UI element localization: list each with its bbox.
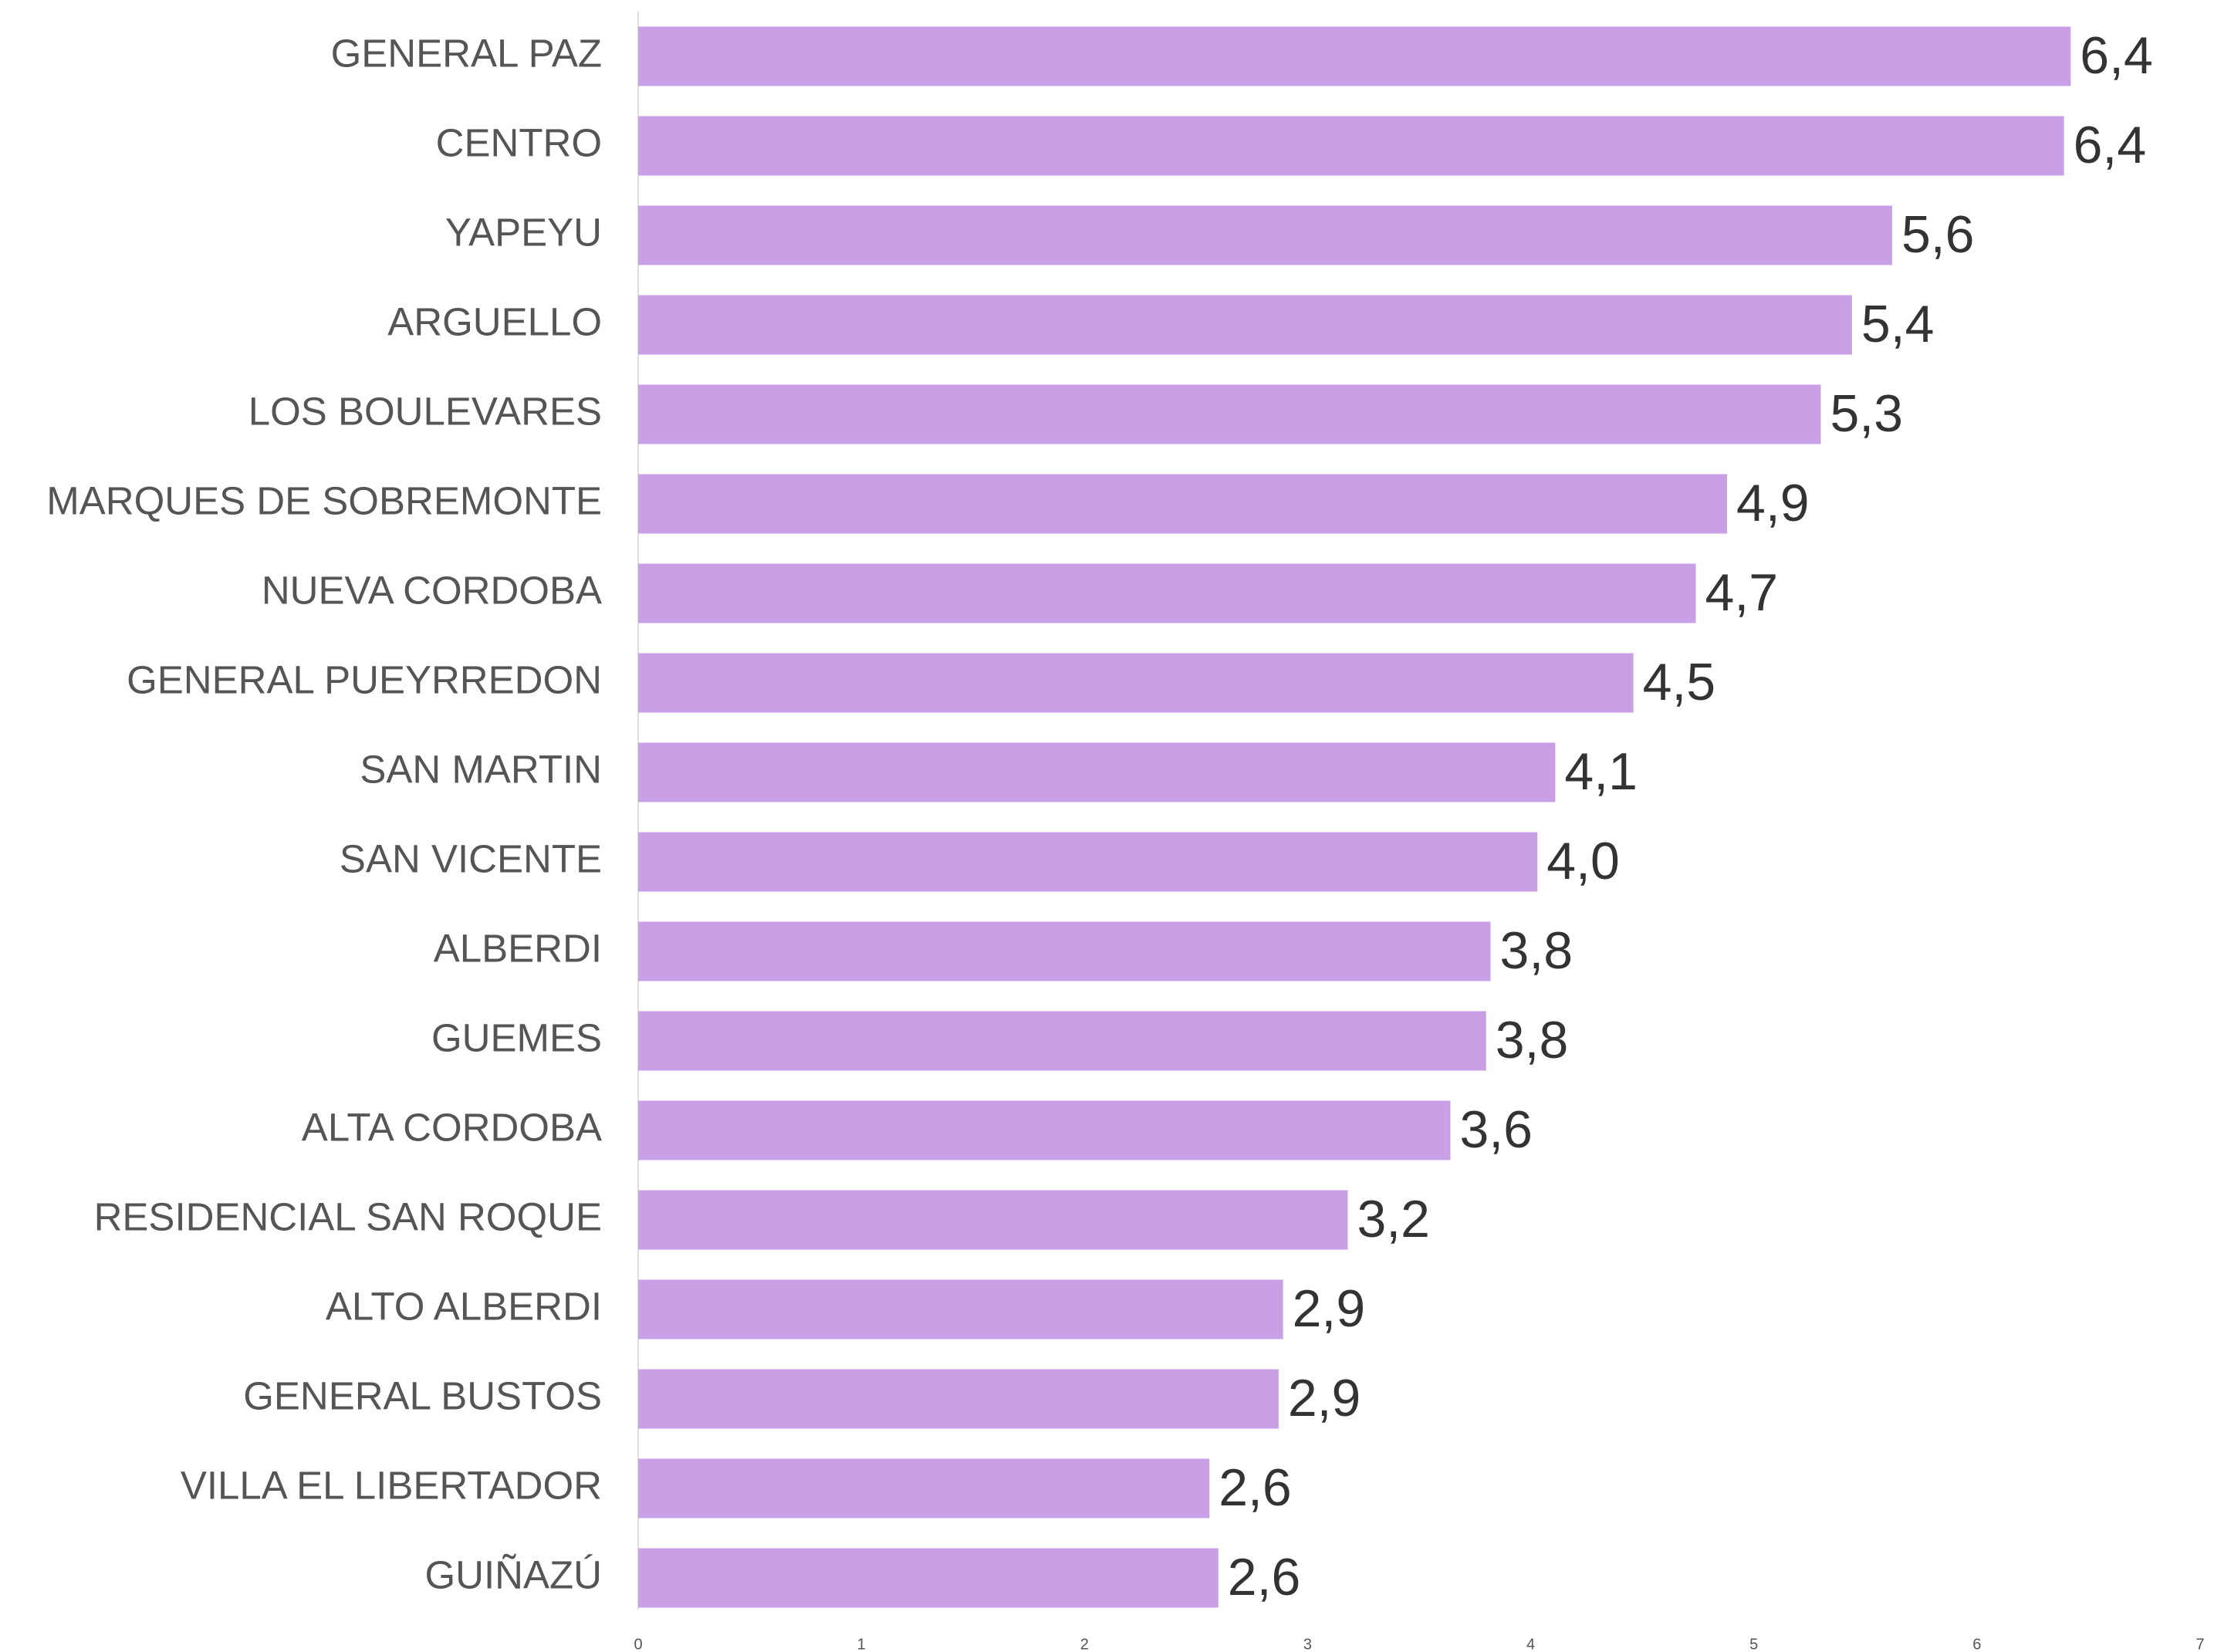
bar [638, 384, 1821, 444]
y-tick-label: SAN VICENTE [340, 836, 602, 880]
value-label: 4,5 [1643, 653, 1716, 711]
bar [638, 832, 1538, 892]
y-tick-label: SAN MARTIN [360, 747, 602, 791]
bar [638, 563, 1696, 623]
bar [638, 205, 1892, 265]
value-label: 3,2 [1357, 1190, 1430, 1248]
x-tick-label: 0 [634, 1636, 642, 1652]
x-tick-label: 1 [857, 1636, 866, 1652]
value-label: 4,7 [1705, 563, 1779, 622]
y-tick-label: NUEVA CORDOBA [262, 568, 602, 612]
value-label: 6,4 [2080, 26, 2153, 85]
value-label: 2,6 [1228, 1548, 1301, 1606]
x-tick-label: 2 [1080, 1636, 1089, 1652]
bar [638, 1190, 1348, 1250]
bar [638, 26, 2071, 86]
bar [638, 921, 1491, 981]
bar [638, 474, 1728, 534]
value-label: 5,6 [1901, 205, 1975, 264]
y-tick-label: GUEMES [431, 1015, 602, 1059]
bar [638, 1011, 1486, 1071]
y-tick-label: ALTO ALBERDI [326, 1284, 602, 1328]
value-label: 5,3 [1830, 384, 1903, 443]
y-tick-label: RESIDENCIAL SAN ROQUE [94, 1194, 602, 1238]
value-label: 2,6 [1219, 1458, 1292, 1517]
bar [638, 295, 1852, 355]
value-label: 4,1 [1564, 742, 1638, 801]
bar [638, 1548, 1219, 1608]
y-tick-label: VILLA EL LIBERTADOR [181, 1463, 602, 1507]
bar [638, 1279, 1283, 1340]
y-tick-label: ALBERDI [434, 926, 602, 970]
bar [638, 116, 2064, 176]
x-tick-label: 3 [1303, 1636, 1312, 1652]
bar [638, 1100, 1451, 1160]
y-tick-label: YAPEYU [445, 210, 602, 254]
y-tick-label: MARQUES DE SOBREMONTE [46, 478, 602, 522]
value-label: 2,9 [1288, 1369, 1361, 1427]
value-label: 4,9 [1736, 474, 1810, 532]
value-label: 3,8 [1496, 1011, 1569, 1069]
value-label: 5,4 [1861, 295, 1935, 353]
value-label: 4,0 [1546, 832, 1620, 890]
y-tick-label: GENERAL BUSTOS [243, 1373, 602, 1417]
value-label: 2,9 [1293, 1279, 1366, 1338]
bar [638, 653, 1634, 713]
y-tick-label: ALTA CORDOBA [302, 1105, 602, 1149]
value-label: 3,8 [1500, 921, 1573, 980]
y-tick-label: ARGUELLO [387, 299, 602, 343]
x-tick-label: 6 [1972, 1636, 1981, 1652]
x-tick-label: 4 [1526, 1636, 1535, 1652]
y-tick-label: LOS BOULEVARES [248, 389, 602, 433]
y-tick-label: GENERAL PUEYRREDON [127, 657, 602, 701]
y-tick-label: GUIÑAZÚ [425, 1552, 603, 1596]
y-tick-label: GENERAL PAZ [331, 31, 602, 75]
y-tick-label: CENTRO [436, 120, 602, 164]
x-tick-label: 5 [1749, 1636, 1758, 1652]
value-label: 6,4 [2074, 116, 2147, 174]
value-label: 3,6 [1459, 1100, 1533, 1159]
x-tick-label: 7 [2195, 1636, 2204, 1652]
bar [638, 1458, 1210, 1519]
bar [638, 1369, 1279, 1429]
bar [638, 742, 1556, 802]
